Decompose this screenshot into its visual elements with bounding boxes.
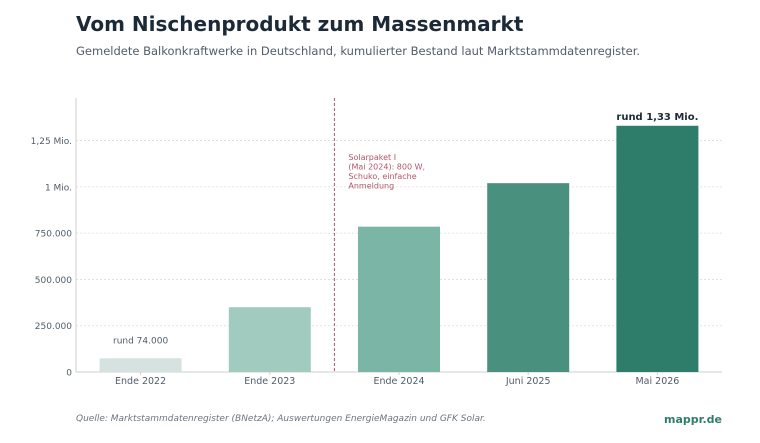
y-tick-label: 750.000	[35, 230, 72, 240]
source-note: Quelle: Marktstammdatenregister (BNetzA)…	[76, 414, 486, 424]
x-tick-label: Ende 2024	[373, 376, 424, 387]
bar	[228, 307, 311, 372]
annotation-text: Solarpaket I	[348, 153, 396, 162]
bar	[99, 358, 182, 372]
x-tick-label: Juni 2025	[505, 376, 551, 387]
y-tick-label: 1,25 Mio.	[31, 137, 72, 147]
annotation-text: Anmeldung	[348, 182, 394, 191]
x-tick-label: Ende 2023	[244, 376, 295, 387]
data-label: rund 1,33 Mio.	[616, 112, 698, 123]
annotation-text: (Mai 2024): 800 W,	[348, 163, 425, 172]
data-label: rund 74.000	[113, 336, 168, 346]
bar	[487, 183, 570, 372]
chart-title: Vom Nischenprodukt zum Massenmarkt	[76, 12, 524, 36]
chart-subtitle: Gemeldete Balkonkraftwerke in Deutschlan…	[76, 44, 641, 58]
bar	[616, 125, 699, 373]
x-tick-label: Ende 2022	[115, 376, 166, 387]
x-tick-label: Mai 2026	[635, 376, 679, 387]
y-tick-label: 0	[66, 369, 72, 379]
annotation-text: Schuko, einfache	[348, 172, 416, 181]
y-tick-label: 500.000	[35, 276, 72, 286]
y-tick-label: 1 Mio.	[45, 183, 72, 193]
brand-logo-text: mappr.de	[663, 413, 722, 426]
y-tick-label: 250.000	[35, 322, 72, 332]
bar	[358, 226, 440, 372]
